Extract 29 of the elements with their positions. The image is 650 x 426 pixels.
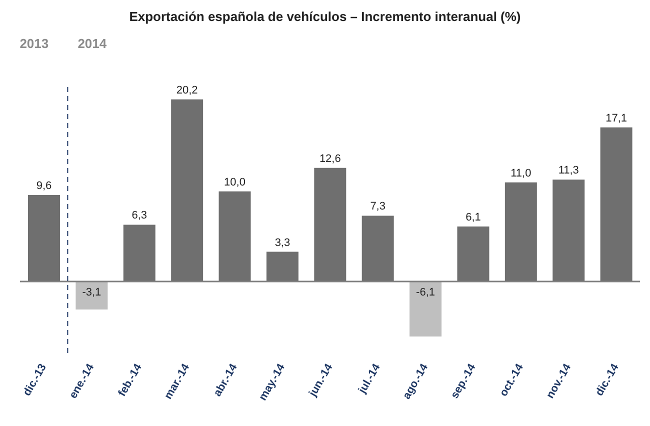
bar xyxy=(76,282,108,310)
data-label: 20,2 xyxy=(176,84,198,96)
data-label: 12,6 xyxy=(319,152,341,165)
bar xyxy=(504,182,537,282)
bar xyxy=(457,226,490,282)
data-label: 6,1 xyxy=(466,212,481,224)
bar xyxy=(171,99,204,282)
bar xyxy=(362,216,394,282)
bar xyxy=(314,168,346,282)
bar xyxy=(218,191,251,282)
data-label: -3,1 xyxy=(82,286,102,299)
data-label: 3,3 xyxy=(274,236,290,249)
data-label: 10,0 xyxy=(224,176,246,188)
data-label: 9,6 xyxy=(36,180,52,192)
data-label: 11,0 xyxy=(510,167,532,180)
data-label: 17,1 xyxy=(606,112,628,124)
bar xyxy=(600,127,632,282)
bar xyxy=(123,224,156,282)
data-label: 11,3 xyxy=(558,164,579,177)
bar xyxy=(28,194,60,282)
data-label: -6,1 xyxy=(416,286,436,299)
text: 2014 xyxy=(78,36,107,51)
data-label: 7,3 xyxy=(370,200,386,213)
data-label: 6,3 xyxy=(132,210,148,222)
bar xyxy=(552,180,585,282)
chart-title: Exportación española de vehículos – Incremento interanual (%) xyxy=(128,9,522,24)
text: 2013 xyxy=(20,36,49,51)
bar xyxy=(266,252,298,282)
bar xyxy=(410,282,442,336)
